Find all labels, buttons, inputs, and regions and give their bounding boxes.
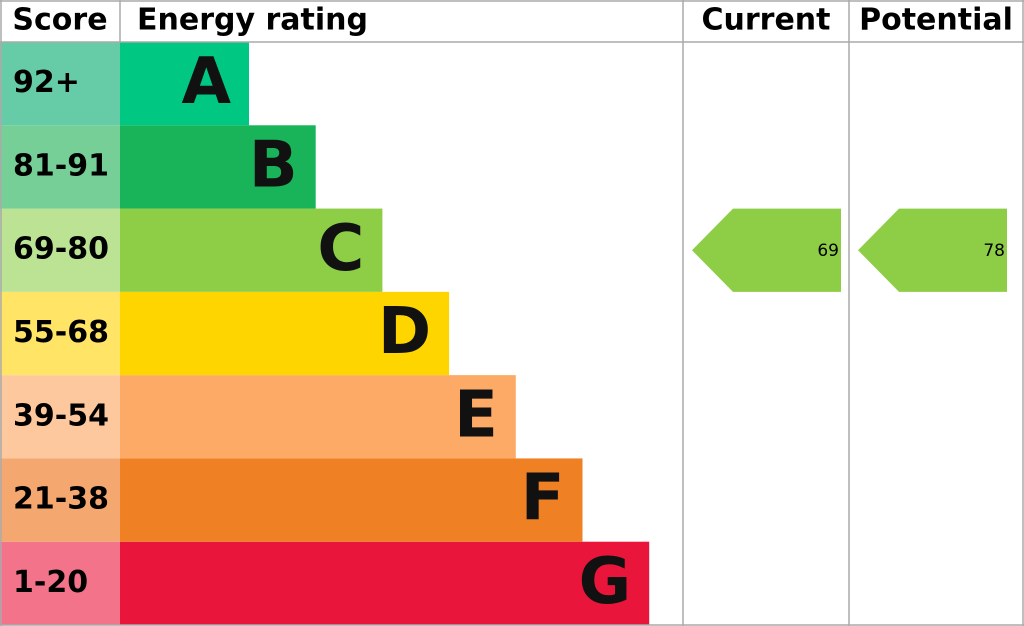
rating-letter: A: [181, 45, 231, 119]
rating-bar: [120, 375, 516, 459]
score-range: 21-38: [13, 482, 109, 517]
score-cell: [0, 541, 120, 625]
score-cell: [0, 208, 120, 292]
rating-bar: [120, 291, 450, 376]
score-range: 81-91: [13, 148, 109, 183]
score-range: 69-80: [13, 232, 109, 267]
potential-arrow: [858, 208, 1007, 292]
header-potential: Potential: [859, 3, 1013, 38]
header-current: Current: [701, 3, 830, 38]
header-rating: Energy rating: [137, 3, 368, 38]
header-score: Score: [12, 3, 107, 38]
rating-bar: [120, 208, 383, 292]
score-range: 92+: [13, 65, 80, 100]
rating-bar: [120, 541, 650, 625]
score-cell: [0, 458, 120, 542]
rating-letter: F: [521, 462, 565, 536]
rating-letter: D: [378, 295, 431, 369]
rating-letter: G: [579, 545, 632, 619]
current-value: 69: [817, 241, 839, 261]
score-range: 55-68: [13, 315, 109, 350]
rating-letter: B: [249, 129, 298, 203]
current-arrow: [692, 208, 841, 292]
rating-bar: [120, 125, 316, 209]
potential-value: 78: [983, 241, 1005, 261]
rating-letter: E: [454, 378, 498, 452]
score-range: 1-20: [13, 565, 88, 600]
score-cell: [0, 42, 120, 126]
score-cell: [0, 291, 120, 376]
rating-bar: [120, 42, 249, 126]
rating-letter: C: [317, 212, 364, 286]
score-cell: [0, 125, 120, 209]
score-cell: [0, 375, 120, 459]
score-range: 39-54: [13, 398, 109, 433]
rating-bar: [120, 458, 583, 542]
